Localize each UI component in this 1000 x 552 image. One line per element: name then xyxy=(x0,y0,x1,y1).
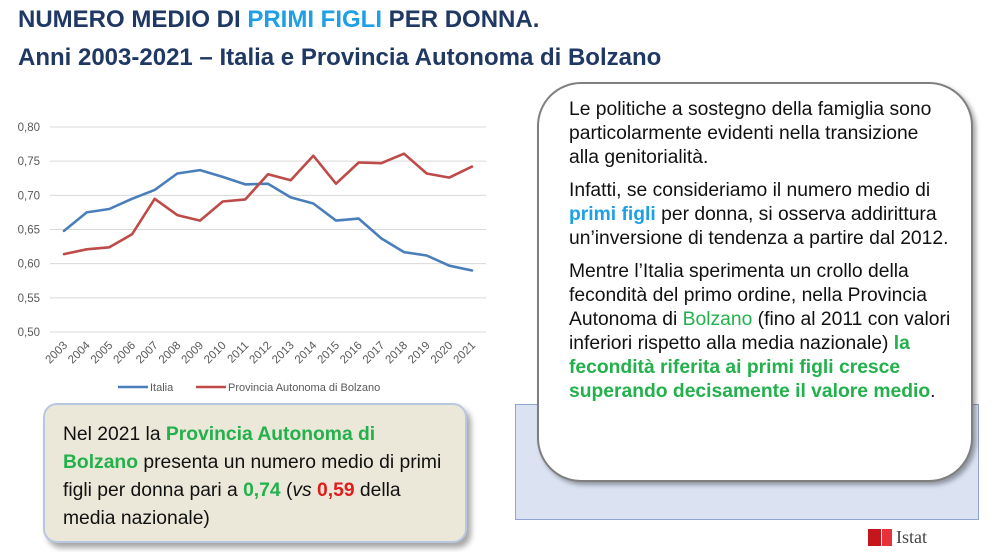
x-tick-label: 2010 xyxy=(202,340,229,367)
y-tick-label: 0,55 xyxy=(18,293,40,305)
value-bolzano: 0,74 xyxy=(243,480,281,501)
left-post: della media nazionale) xyxy=(63,480,401,529)
line-chart: 0,50 0,55 0,60 0,65 0,70 0,75 0,80 200320042005… xyxy=(18,122,486,394)
x-tick-label: 2004 xyxy=(66,339,93,366)
callout-right-paragraph-3: Mentre l’Italia sperimenta un crollo del… xyxy=(569,260,951,404)
x-tick-label: 2006 xyxy=(112,340,139,367)
x-tick-label: 2014 xyxy=(293,339,320,366)
x-tick-label: 2005 xyxy=(89,340,116,367)
title-line1-post: PER DONNA. xyxy=(382,6,540,33)
x-tick-label: 2011 xyxy=(225,340,251,366)
p3-place: Bolzano xyxy=(682,309,753,330)
series-line-italia xyxy=(62,168,474,272)
p2-highlight: primi figli xyxy=(569,204,656,225)
title-line1-pre: NUMERO MEDIO DI xyxy=(18,6,248,33)
series-line-bolzano xyxy=(62,152,474,256)
p2-post: per donna, si osserva addirittura un’inv… xyxy=(569,204,949,249)
p3-pre: Mentre l’Italia sperimenta un crollo del… xyxy=(569,261,927,330)
x-tick-label: 2013 xyxy=(270,340,297,367)
legend-label: Italia xyxy=(150,382,174,394)
x-tick-label: 2021 xyxy=(452,340,479,367)
x-tick-label: 2012 xyxy=(248,340,275,367)
value-italia: 0,59 xyxy=(317,480,355,501)
x-tick-label: 2017 xyxy=(361,340,388,367)
y-tick-label: 0,70 xyxy=(18,190,40,202)
p3-mid: (fino al 2011 con valori inferiori rispe… xyxy=(569,309,951,354)
left-place: Provincia Autonoma di Bolzano xyxy=(63,424,376,473)
p2-pre: Infatti, se consideriamo il numero medio… xyxy=(569,180,931,201)
x-tick-label: 2019 xyxy=(406,340,433,367)
y-tick-label: 0,50 xyxy=(18,327,40,339)
p3-highlight: la fecondità riferita ai primi figli cre… xyxy=(569,333,931,402)
callout-right: Le politiche a sostegno della famiglia s… xyxy=(537,82,973,482)
logo-mark-icon-2 xyxy=(882,529,892,546)
callout-right-paragraph-1: Le politiche a sostegno della famiglia s… xyxy=(569,99,932,168)
left-vs: vs xyxy=(292,480,312,501)
y-tick-label: 0,65 xyxy=(18,225,40,237)
title-line1-highlight: PRIMI FIGLI xyxy=(247,6,383,33)
logo-text: Istat xyxy=(896,527,927,547)
x-tick-label: 2020 xyxy=(429,340,456,367)
x-tick-label: 2015 xyxy=(316,340,343,367)
callout-right-paragraph-2: Infatti, se consideriamo il numero medio… xyxy=(569,179,951,251)
x-tick-label: 2007 xyxy=(134,340,161,367)
legend-label: Provincia Autonoma di Bolzano xyxy=(228,382,380,394)
x-tick-label: 2018 xyxy=(384,340,411,367)
y-tick-label: 0,80 xyxy=(18,122,40,134)
x-tick-label: 2009 xyxy=(180,340,207,367)
y-tick-label: 0,75 xyxy=(18,156,40,168)
p3-post: . xyxy=(930,381,936,402)
slide-subtitle: Anni 2003-2021 – Italia e Provincia Auto… xyxy=(18,44,662,71)
left-pre: Nel 2021 la xyxy=(63,424,166,445)
x-tick-label: 2003 xyxy=(44,340,71,367)
left-mid: presenta un numero medio di primi figli … xyxy=(63,452,442,501)
logo-mark-icon xyxy=(868,529,881,546)
slide-title: NUMERO MEDIO DI PRIMI FIGLI PER DONNA. xyxy=(18,6,539,34)
istat-logo: Istat xyxy=(868,527,927,548)
x-tick-label: 2016 xyxy=(338,340,365,367)
left-vs-open: ( xyxy=(280,480,293,501)
callout-left: Nel 2021 la Provincia Autonoma di Bolzan… xyxy=(43,403,467,543)
y-tick-label: 0,60 xyxy=(18,259,40,271)
x-tick-label: 2008 xyxy=(157,340,184,367)
